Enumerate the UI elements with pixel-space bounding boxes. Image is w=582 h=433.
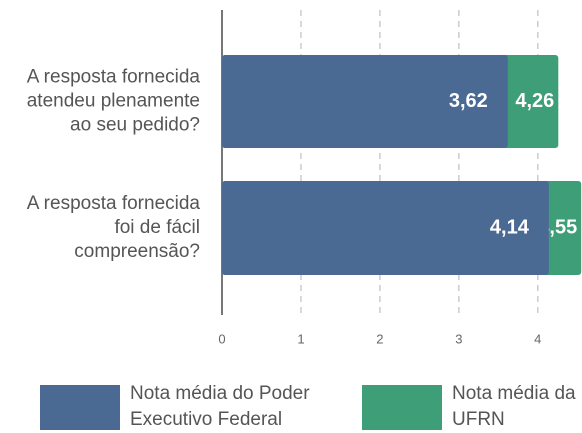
legend-swatch [40,385,120,430]
x-tick-label: 0 [218,331,225,346]
value-label: 4,26 [515,90,554,112]
x-tick-label: 1 [297,331,304,346]
legend-label: Nota média da UFRN [452,383,576,430]
value-label: 4,14 [490,216,530,238]
legend-label: Nota média do Poder Executivo Federal [130,383,310,430]
bar [222,181,549,275]
x-tick-label: 3 [455,331,462,346]
x-tick-label: 4 [534,331,541,346]
legend-swatch [362,385,442,430]
category-label: A resposta fornecida foi de fácil compreen… [27,193,201,262]
category-label: A resposta fornecida atendeu plenamente ao… [27,67,201,136]
value-label: 3,62 [449,90,488,112]
x-tick-label: 2 [376,331,383,346]
bar [222,55,508,148]
